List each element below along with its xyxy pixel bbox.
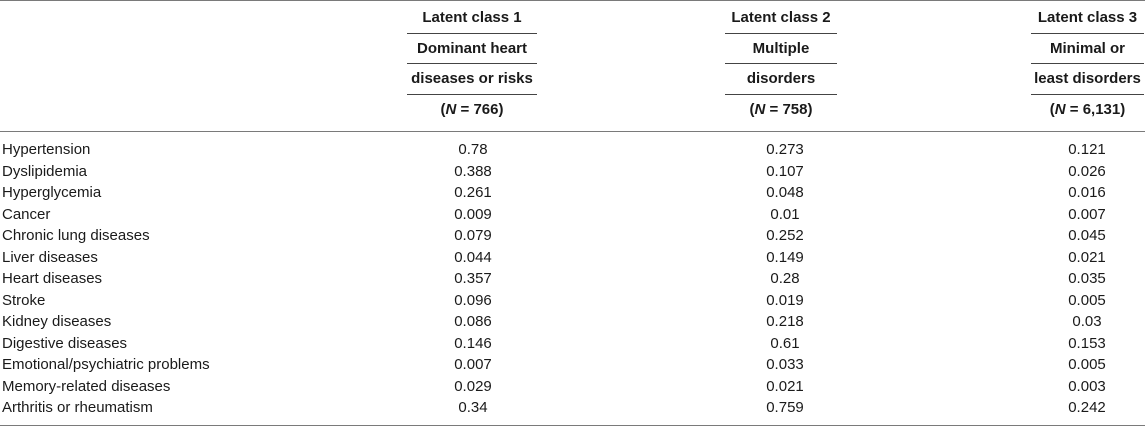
cell-class-3: 0.005 <box>1068 291 1106 309</box>
cell-class-3: 0.045 <box>1068 227 1106 244</box>
row-label: Liver diseases <box>2 248 98 266</box>
n-symbol: N <box>754 101 766 118</box>
header-rule <box>1031 33 1144 34</box>
column-name-line-2: disorders <box>746 70 816 87</box>
table-top-rule <box>0 0 1145 1</box>
row-label: Hyperglycemia <box>2 184 102 201</box>
table-row: Stroke 0.096 0.019 0.005 <box>0 290 1145 312</box>
cell-class-3: 0.121 <box>1068 141 1106 158</box>
column-title: Latent class 2 <box>731 9 831 26</box>
n-symbol: N <box>1054 101 1066 118</box>
row-label: Dyslipidemia <box>2 162 88 180</box>
cell-class-2: 0.149 <box>766 248 804 266</box>
cell-class-3: 0.007 <box>1068 205 1106 223</box>
header-rule <box>407 94 537 95</box>
table-row: Liver diseases 0.044 0.149 0.021 <box>0 247 1145 269</box>
table-row: Chronic lung diseases 0.079 0.252 0.045 <box>0 225 1145 247</box>
header-rule <box>725 94 837 95</box>
cell-class-2: 0.61 <box>770 334 800 352</box>
row-label: Cancer <box>2 205 51 223</box>
n-symbol: N <box>445 101 457 118</box>
cell-class-1: 0.388 <box>454 162 492 180</box>
cell-class-2: 0.01 <box>770 205 800 223</box>
cell-class-1: 0.079 <box>454 227 492 244</box>
cell-class-1: 0.357 <box>454 270 492 287</box>
column-name-line-2: diseases or risks <box>411 70 533 87</box>
row-label: Hypertension <box>2 141 91 158</box>
table-row: Dyslipidemia 0.388 0.107 0.026 <box>0 161 1145 183</box>
cell-class-2: 0.021 <box>766 377 804 395</box>
cell-class-1: 0.086 <box>454 313 492 330</box>
cell-class-1: 0.096 <box>454 291 492 309</box>
n-value: = 758) <box>765 101 813 118</box>
table-row: Cancer 0.009 0.01 0.007 <box>0 204 1145 226</box>
cell-class-1: 0.044 <box>454 248 492 266</box>
row-label: Emotional/psychiatric problems <box>2 356 210 373</box>
header-body-rule <box>0 131 1145 132</box>
cell-class-1: 0.009 <box>454 205 492 223</box>
cell-class-2: 0.759 <box>766 399 804 416</box>
table-row: Heart diseases 0.357 0.28 0.035 <box>0 268 1145 290</box>
cell-class-1: 0.261 <box>454 184 492 201</box>
column-name-line-1: Dominant heart <box>416 40 527 57</box>
column-name-line-1: Minimal or <box>1049 40 1125 57</box>
cell-class-1: 0.007 <box>454 356 492 373</box>
table-row: Hypertension 0.78 0.273 0.121 <box>0 139 1145 161</box>
cell-class-2: 0.218 <box>766 313 804 330</box>
row-label: Digestive diseases <box>2 334 128 352</box>
table-row: Digestive diseases 0.146 0.61 0.153 <box>0 333 1145 355</box>
cell-class-1: 0.34 <box>458 399 488 416</box>
row-label: Heart diseases <box>2 270 103 287</box>
cell-class-2: 0.28 <box>770 270 800 287</box>
column-sample-size: (N = 758) <box>749 101 813 118</box>
table-row: Emotional/psychiatric problems 0.007 0.0… <box>0 354 1145 376</box>
cell-class-2: 0.252 <box>766 227 804 244</box>
n-value: = 766) <box>456 101 504 118</box>
column-sample-size: (N = 766) <box>440 101 504 118</box>
header-rule <box>725 63 837 64</box>
cell-class-2: 0.033 <box>766 356 804 373</box>
cell-class-3: 0.03 <box>1072 313 1102 330</box>
header-rule <box>1031 94 1144 95</box>
header-rule <box>725 33 837 34</box>
table-row: Kidney diseases 0.086 0.218 0.03 <box>0 311 1145 333</box>
column-title: Latent class 3 <box>1037 9 1138 26</box>
n-value: = 6,131) <box>1065 101 1126 118</box>
cell-class-3: 0.021 <box>1068 248 1106 266</box>
cell-class-1: 0.029 <box>454 377 492 395</box>
cell-class-3: 0.026 <box>1068 162 1106 180</box>
cell-class-1: 0.146 <box>454 334 492 352</box>
cell-class-3: 0.242 <box>1068 399 1106 416</box>
table-row: Hyperglycemia 0.261 0.048 0.016 <box>0 182 1145 204</box>
row-label: Chronic lung diseases <box>2 227 150 244</box>
cell-class-3: 0.153 <box>1068 334 1106 352</box>
cell-class-2: 0.019 <box>766 291 804 309</box>
row-label: Arthritis or rheumatism <box>2 399 153 416</box>
cell-class-2: 0.107 <box>766 162 804 180</box>
cell-class-3: 0.016 <box>1068 184 1106 201</box>
row-label: Stroke <box>2 291 46 309</box>
column-name-line-2: least disorders <box>1034 70 1141 87</box>
header-rule <box>1031 63 1144 64</box>
cell-class-3: 0.003 <box>1068 377 1106 395</box>
table-row: Memory-related diseases 0.029 0.021 0.00… <box>0 376 1145 398</box>
row-label: Kidney diseases <box>2 313 112 330</box>
column-name-line-1: Multiple <box>752 40 810 57</box>
column-sample-size: (N = 6,131) <box>1049 101 1126 118</box>
cell-class-2: 0.273 <box>766 141 804 158</box>
row-label: Memory-related diseases <box>2 377 171 395</box>
column-title: Latent class 1 <box>422 9 522 26</box>
cell-class-3: 0.005 <box>1068 356 1106 373</box>
cell-class-3: 0.035 <box>1068 270 1106 287</box>
header-rule <box>407 63 537 64</box>
cell-class-2: 0.048 <box>766 184 804 201</box>
cell-class-1: 0.78 <box>458 141 488 158</box>
table-row: Arthritis or rheumatism 0.34 0.759 0.242 <box>0 397 1145 419</box>
header-rule <box>407 33 537 34</box>
